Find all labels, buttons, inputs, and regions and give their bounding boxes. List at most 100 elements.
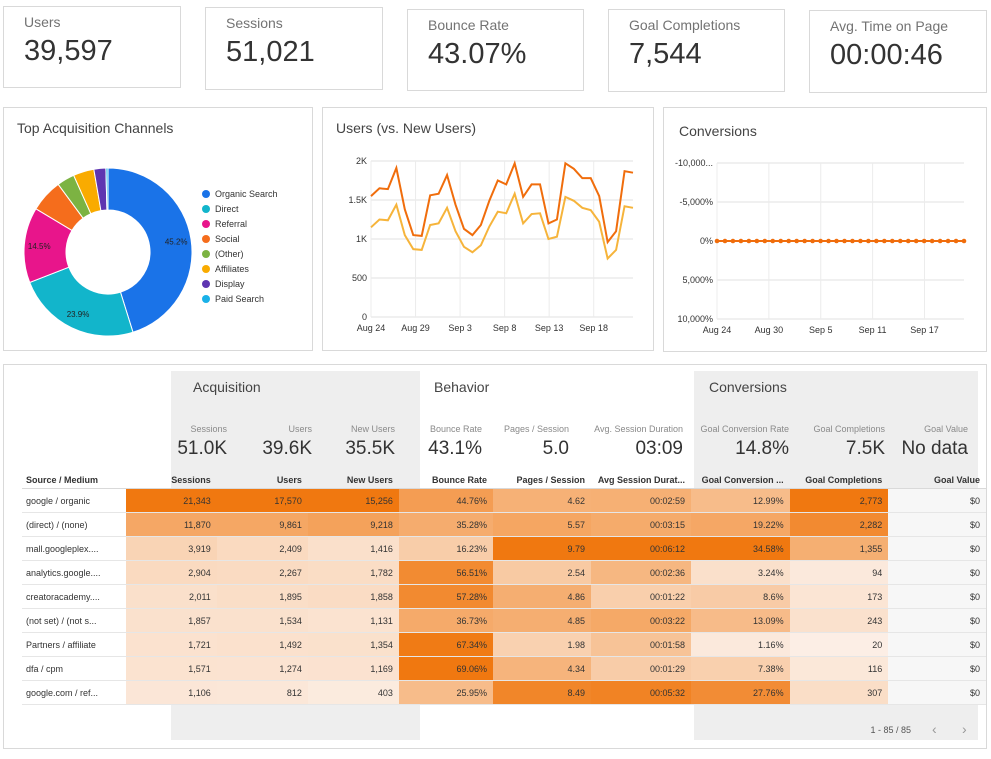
metric-cell: 20	[789, 632, 889, 657]
data-point[interactable]	[850, 238, 855, 244]
chevron-left-icon[interactable]: ‹	[932, 721, 937, 737]
metric-cell: 8.49	[493, 680, 592, 705]
section-acquisition: Acquisition	[193, 379, 261, 395]
kpi-card-sessions[interactable]: Sessions 51,021	[205, 7, 383, 90]
data-point[interactable]	[818, 238, 823, 244]
data-point[interactable]	[961, 238, 967, 244]
data-point[interactable]	[722, 238, 728, 244]
source-medium-cell: Partners / affiliate	[22, 632, 127, 657]
summary-value: 51.0K	[177, 438, 227, 459]
data-point[interactable]	[778, 238, 784, 244]
table-row[interactable]: creatoracademy.... 2,011 1,895 1,858 57.28% 4…	[22, 584, 986, 609]
data-point[interactable]	[730, 238, 736, 244]
data-point[interactable]	[937, 238, 943, 244]
data-point[interactable]	[770, 238, 776, 244]
table-row[interactable]: (direct) / (none) 11,870 9,861 9,218 35.28% 5…	[22, 512, 986, 537]
metric-cell: 1,534	[216, 608, 308, 633]
y-tick-label: 1K	[356, 234, 367, 244]
data-point[interactable]	[786, 238, 792, 244]
metric-cell: 9,861	[216, 512, 308, 537]
data-point[interactable]	[929, 238, 935, 244]
legend-item[interactable]: Paid Search	[202, 291, 278, 306]
kpi-card-avg-time-on-page[interactable]: Avg. Time on Page 00:00:46	[809, 10, 987, 93]
data-point[interactable]	[882, 238, 887, 244]
y-tick-label: 2K	[356, 156, 367, 166]
data-point[interactable]	[810, 238, 815, 244]
metric-cell: 1,492	[216, 632, 308, 657]
legend-item[interactable]: Social	[202, 231, 278, 246]
table-row[interactable]: Partners / affiliate 1,721 1,492 1,354 67.34…	[22, 632, 986, 657]
metric-cell: 00:03:15	[591, 512, 692, 537]
data-point[interactable]	[746, 238, 752, 244]
data-point[interactable]	[874, 238, 879, 244]
data-point[interactable]	[921, 238, 927, 244]
column-header[interactable]: Goal Conversion ...	[691, 471, 790, 489]
data-point[interactable]	[794, 238, 799, 244]
data-point[interactable]	[889, 238, 895, 244]
metric-cell: 812	[216, 680, 308, 705]
table-row[interactable]: (not set) / (not s... 1,857 1,534 1,131 36.7…	[22, 608, 986, 633]
column-header[interactable]: Goal Value	[888, 471, 986, 489]
table-row[interactable]: google / organic 21,343 17,570 15,256 44.76%…	[22, 488, 986, 513]
metric-cell: 21,343	[126, 488, 217, 513]
table-row[interactable]: mall.googleplex.... 3,919 2,409 1,416 16.23%…	[22, 536, 986, 561]
column-header[interactable]: New Users	[307, 471, 399, 489]
legend-item[interactable]: Affiliates	[202, 261, 278, 276]
legend-label: Affiliates	[215, 263, 249, 274]
summary-label: New Users	[350, 424, 395, 434]
legend-item[interactable]: Display	[202, 276, 278, 291]
table-row[interactable]: dfa / cpm 1,571 1,274 1,169 69.06% 4.34 00:01:…	[22, 656, 986, 681]
metric-cell: $0	[888, 512, 986, 537]
table-row[interactable]: analytics.google.... 2,904 2,267 1,782 56.51…	[22, 560, 986, 585]
metric-cell: 1,782	[307, 560, 399, 585]
column-header[interactable]: Source / Medium	[22, 471, 127, 489]
data-point[interactable]	[842, 238, 847, 244]
data-point[interactable]	[762, 238, 768, 244]
summary-label: Users	[288, 424, 312, 434]
donut-slice[interactable]	[105, 167, 109, 211]
data-point[interactable]	[905, 238, 911, 244]
legend-dot-icon	[202, 219, 210, 228]
data-point[interactable]	[738, 238, 744, 244]
metric-cell: 1,355	[789, 536, 889, 561]
metric-cell: 12.99%	[691, 488, 790, 513]
kpi-label: Sessions	[226, 15, 283, 31]
x-tick-label: Sep 5	[809, 325, 833, 335]
donut-slice[interactable]	[107, 167, 193, 333]
table-row[interactable]: google.com / ref... 1,106 812 403 25.95% 8.49…	[22, 680, 986, 705]
legend-item[interactable]: Referral	[202, 216, 278, 231]
data-point[interactable]	[714, 238, 720, 244]
data-point[interactable]	[913, 238, 919, 244]
column-header[interactable]: Pages / Session	[493, 471, 592, 489]
summary-label: Pages / Session	[503, 424, 569, 434]
metric-cell: 27.76%	[691, 680, 790, 705]
data-point[interactable]	[754, 238, 760, 244]
kpi-card-goal-completions[interactable]: Goal Completions 7,544	[608, 9, 785, 92]
data-point[interactable]	[953, 238, 959, 244]
data-point[interactable]	[834, 238, 839, 244]
data-point[interactable]	[897, 238, 903, 244]
data-point[interactable]	[826, 238, 831, 244]
data-point[interactable]	[858, 238, 863, 244]
chevron-right-icon[interactable]: ›	[962, 721, 967, 737]
data-point[interactable]	[866, 238, 871, 244]
column-header[interactable]: Goal Completions	[789, 471, 889, 489]
kpi-card-bounce-rate[interactable]: Bounce Rate 43.07%	[407, 9, 584, 91]
metric-cell: $0	[888, 632, 986, 657]
summary-value: 14.8%	[735, 438, 789, 459]
series-line[interactable]	[370, 190, 634, 261]
kpi-card-users[interactable]: Users 39,597	[3, 6, 181, 88]
legend-item[interactable]: Organic Search	[202, 186, 278, 201]
series-line[interactable]	[370, 160, 634, 245]
source-medium-cell: mall.googleplex....	[22, 536, 127, 561]
donut-slice[interactable]	[29, 266, 134, 337]
column-header[interactable]: Avg Session Durat...	[591, 471, 692, 489]
donut-chart: 45.2% 23.9% 14.5%	[23, 167, 193, 337]
column-header[interactable]: Bounce Rate	[398, 471, 494, 489]
legend-item[interactable]: (Other)	[202, 246, 278, 261]
column-header[interactable]: Users	[216, 471, 308, 489]
data-point[interactable]	[945, 238, 951, 244]
data-point[interactable]	[802, 238, 807, 244]
legend-item[interactable]: Direct	[202, 201, 278, 216]
column-header[interactable]: Sessions	[126, 471, 217, 489]
